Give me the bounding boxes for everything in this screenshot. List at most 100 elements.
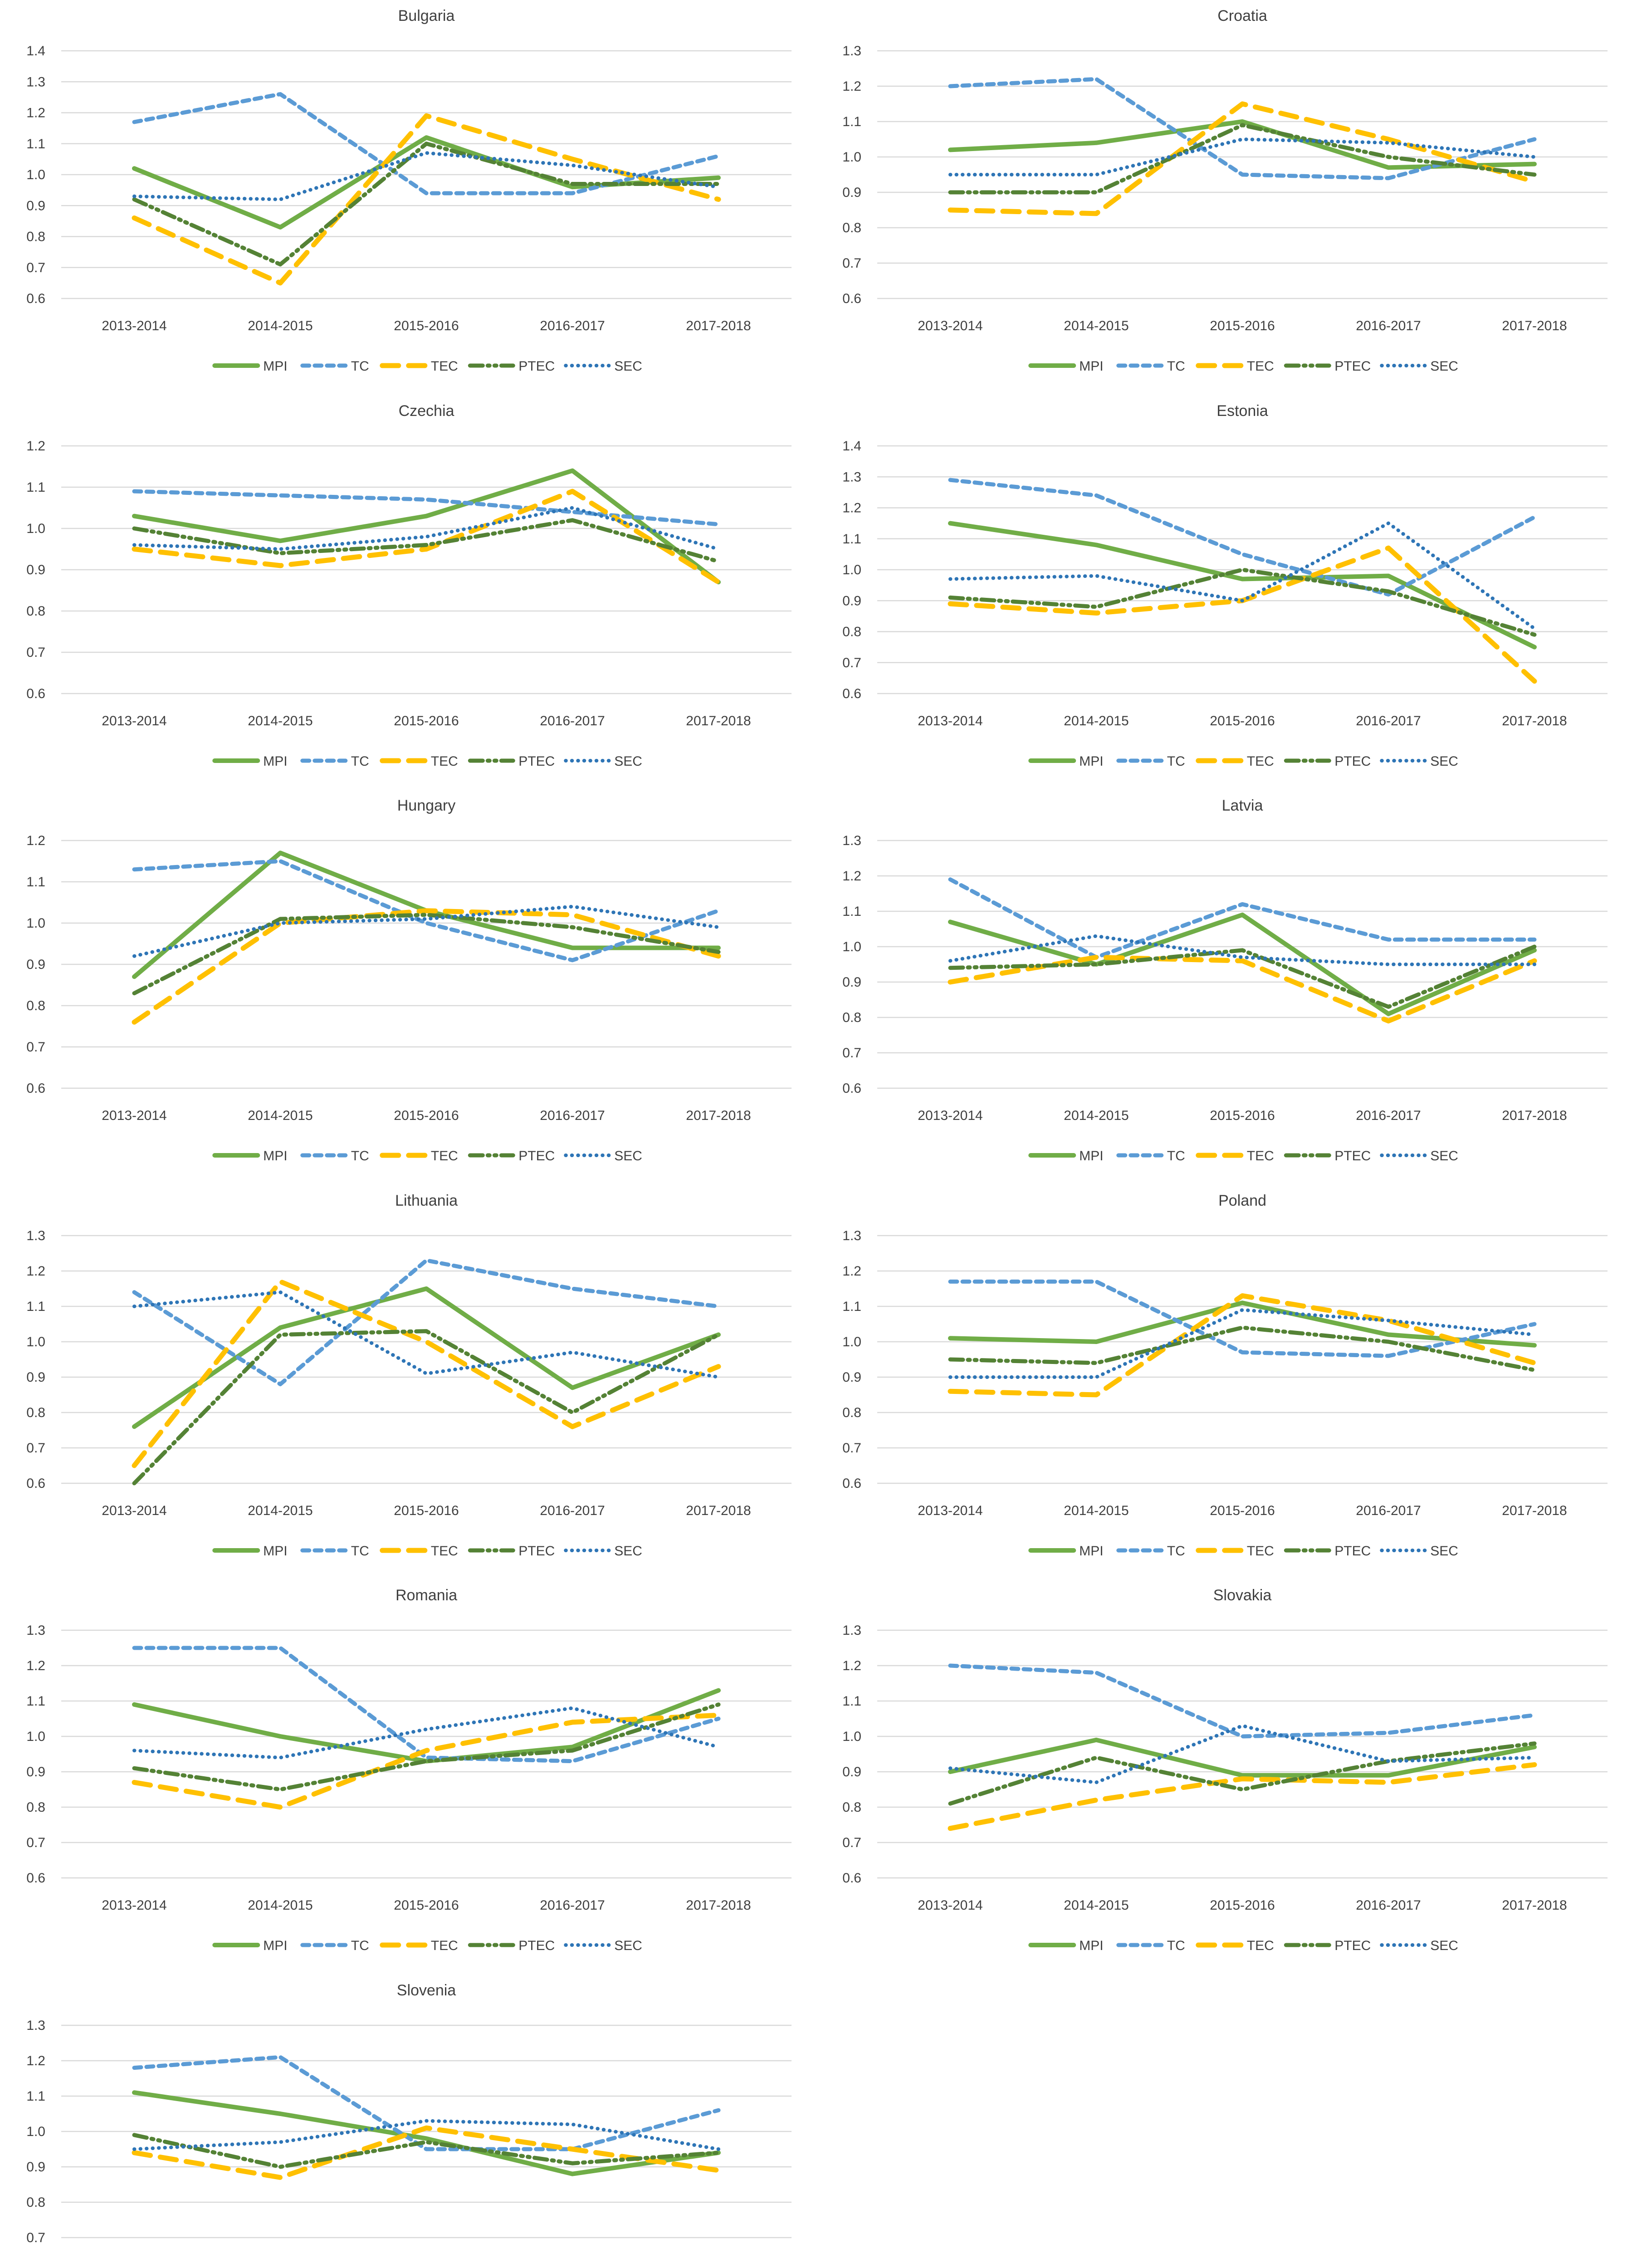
chart-title: Croatia bbox=[1217, 7, 1267, 24]
x-tick-label: 2017-2018 bbox=[1502, 1108, 1567, 1123]
legend-label-TEC: TEC bbox=[431, 1938, 458, 1953]
legend-label-TEC: TEC bbox=[431, 1149, 458, 1163]
series-line-TC bbox=[132, 1258, 721, 1387]
x-tick-label: 2017-2018 bbox=[1502, 1898, 1567, 1913]
series-line-MPI bbox=[948, 521, 1537, 650]
x-tick-label: 2015-2016 bbox=[1210, 1503, 1275, 1518]
y-tick-label: 0.9 bbox=[26, 1370, 45, 1385]
y-tick-label: 1.2 bbox=[842, 501, 861, 516]
y-tick-label: 1.3 bbox=[842, 1228, 861, 1243]
legend-item-SEC: SEC bbox=[564, 359, 642, 374]
chart-title: Czechia bbox=[399, 402, 454, 420]
y-tick-label: 0.9 bbox=[842, 593, 861, 608]
series-line-TEC bbox=[948, 1762, 1537, 1831]
y-tick-label: 0.6 bbox=[26, 686, 45, 701]
y-tick-label: 0.6 bbox=[26, 1476, 45, 1491]
y-tick-label: 1.1 bbox=[842, 114, 861, 129]
y-tick-label: 0.6 bbox=[842, 686, 861, 701]
x-tick-label: 2015-2016 bbox=[394, 714, 459, 728]
chart-svg: Bulgaria 0.6 0.7 0.8 0.9 1.0 1.1 1.2 1.3 1.4 2013-… bbox=[26, 7, 792, 374]
series-line-TEC bbox=[132, 489, 721, 585]
series-line-MPI bbox=[948, 1300, 1537, 1348]
legend-label-TEC: TEC bbox=[431, 754, 458, 769]
series-line-SEC bbox=[948, 1724, 1536, 1784]
chart-poland: Poland 0.6 0.7 0.8 0.9 1.0 1.1 1.2 1.3 2013-2014 2… bbox=[816, 1185, 1632, 1579]
y-tick-label: 0.6 bbox=[26, 291, 45, 306]
legend-label-TEC: TEC bbox=[1247, 1149, 1274, 1163]
legend-label-TC: TC bbox=[1167, 1544, 1185, 1559]
legend-item-SEC: SEC bbox=[1380, 1938, 1458, 1953]
series-line-TC bbox=[948, 1279, 1537, 1358]
legend-item-TEC: TEC bbox=[380, 1544, 458, 1559]
legend-label-TC: TC bbox=[351, 754, 369, 769]
legend-label-PTEC: PTEC bbox=[518, 1938, 555, 1953]
y-tick-label: 0.8 bbox=[26, 998, 45, 1013]
y-tick-label: 0.6 bbox=[842, 1476, 861, 1491]
legend-label-TEC: TEC bbox=[1247, 359, 1274, 374]
series-line-SEC bbox=[948, 1308, 1536, 1379]
y-tick-label: 0.8 bbox=[842, 1010, 861, 1025]
chart-slovenia: Slovenia0.60.70.80.91.01.11.21.32013-201… bbox=[0, 1975, 816, 2268]
x-tick-label: 2017-2018 bbox=[1502, 318, 1567, 333]
legend-item-TC: TC bbox=[1116, 1938, 1185, 1953]
x-tick-label: 2017-2018 bbox=[686, 318, 751, 333]
legend-item-SEC: SEC bbox=[1380, 754, 1458, 769]
y-tick-label: 0.6 bbox=[26, 1081, 45, 1096]
legend-label-TC: TC bbox=[351, 1149, 369, 1163]
legend-label-PTEC: PTEC bbox=[1334, 359, 1371, 374]
chart-svg: Slovakia 0.6 0.7 0.8 0.9 1.0 1.1 1.2 1.3 2013-201… bbox=[842, 1587, 1608, 1953]
legend-item-PTEC: PTEC bbox=[1284, 1544, 1371, 1559]
legend-label-MPI: MPI bbox=[263, 1938, 287, 1953]
x-tick-label: 2016-2017 bbox=[540, 1503, 605, 1518]
legend-label-TC: TC bbox=[1167, 359, 1185, 374]
legend-label-TC: TC bbox=[351, 1938, 369, 1953]
x-tick-label: 2013-2014 bbox=[918, 1898, 982, 1913]
legend-item-TEC: TEC bbox=[380, 1938, 458, 1953]
series-line-PTEC bbox=[132, 1702, 721, 1792]
chart-slovakia: Slovakia 0.6 0.7 0.8 0.9 1.0 1.1 1.2 1.3 2013-201… bbox=[816, 1579, 1632, 1974]
y-tick-label: 1.0 bbox=[26, 1334, 45, 1349]
series-line-MPI bbox=[948, 912, 1537, 1017]
y-tick-label: 0.7 bbox=[26, 1835, 45, 1850]
x-tick-label: 2016-2017 bbox=[540, 1898, 605, 1913]
series-line-TEC bbox=[132, 2125, 721, 2180]
y-tick-label: 0.6 bbox=[26, 1871, 45, 1886]
legend-label-TEC: TEC bbox=[1247, 754, 1274, 769]
y-tick-label: 1.0 bbox=[842, 939, 861, 954]
series-line-TC bbox=[132, 859, 721, 963]
x-tick-label: 2016-2017 bbox=[540, 318, 605, 333]
legend-item-PTEC: PTEC bbox=[468, 359, 555, 374]
x-tick-label: 2013-2014 bbox=[102, 1108, 166, 1123]
y-tick-label: 0.8 bbox=[842, 1405, 861, 1420]
y-tick-label: 0.8 bbox=[26, 604, 45, 619]
legend-label-TC: TC bbox=[351, 359, 369, 374]
y-tick-label: 0.6 bbox=[842, 291, 861, 306]
legend-label-TC: TC bbox=[1167, 754, 1185, 769]
y-tick-label: 1.3 bbox=[842, 833, 861, 848]
x-tick-label: 2015-2016 bbox=[394, 318, 459, 333]
y-tick-label: 1.1 bbox=[26, 137, 45, 152]
chart-title: Poland bbox=[1218, 1192, 1266, 1209]
chart-svg: Lithuania 0.6 0.7 0.8 0.9 1.0 1.1 1.2 1.3 2013-20… bbox=[26, 1192, 792, 1559]
y-tick-label: 1.0 bbox=[842, 1334, 861, 1349]
chart-svg: Slovenia0.60.70.80.91.01.11.21.32013-201… bbox=[26, 1982, 792, 2268]
legend-label-MPI: MPI bbox=[263, 754, 287, 769]
x-tick-label: 2014-2015 bbox=[1064, 714, 1129, 728]
series-line-TEC bbox=[948, 954, 1537, 1024]
series-line-TC bbox=[132, 489, 721, 527]
series-line-MPI bbox=[132, 1286, 721, 1429]
legend-label-SEC: SEC bbox=[1430, 1149, 1458, 1163]
y-tick-label: 1.1 bbox=[842, 532, 861, 547]
legend-item-MPI: MPI bbox=[1028, 754, 1104, 769]
x-tick-label: 2014-2015 bbox=[1064, 1108, 1129, 1123]
series-line-PTEC bbox=[132, 1329, 721, 1486]
y-tick-label: 1.2 bbox=[842, 869, 861, 884]
y-tick-label: 0.8 bbox=[26, 2195, 45, 2210]
x-tick-label: 2016-2017 bbox=[540, 1108, 605, 1123]
series-line-PTEC bbox=[132, 2133, 721, 2169]
y-tick-label: 0.7 bbox=[26, 2230, 45, 2245]
x-tick-label: 2017-2018 bbox=[686, 1108, 751, 1123]
legend-item-TEC: TEC bbox=[380, 754, 458, 769]
legend-label-PTEC: PTEC bbox=[1334, 754, 1371, 769]
y-tick-label: 1.2 bbox=[26, 833, 45, 848]
